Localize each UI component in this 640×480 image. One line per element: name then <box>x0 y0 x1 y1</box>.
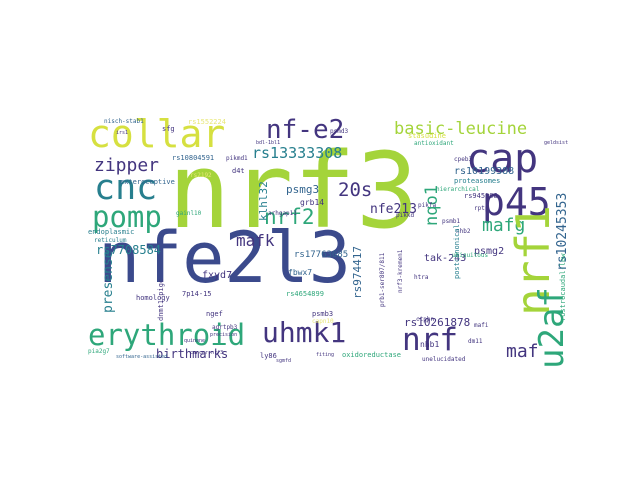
cloud-word: rs17763685 <box>294 250 349 260</box>
cloud-word: 20s <box>338 179 373 201</box>
cloud-word: unelucidated <box>422 356 466 363</box>
cloud-word: pikmd1 <box>226 155 248 162</box>
cloud-word: nfe2l3 <box>98 217 351 299</box>
cloud-word: sgmfd <box>276 358 292 364</box>
cloud-word: precision <box>210 332 238 338</box>
cloud-word: prb1-ser807/811 <box>379 252 386 307</box>
cloud-word: grb14 <box>300 198 325 207</box>
cloud-word: rs10199388 <box>454 166 515 177</box>
cloud-word: tak-243 <box>424 253 467 264</box>
cloud-word: capn10 <box>312 318 334 325</box>
cloud-word: ctpbn <box>416 316 435 323</box>
cloud-word: fiting <box>316 352 335 358</box>
cloud-word: rs13333308 <box>252 144 343 162</box>
cloud-word: rs2192 <box>190 172 212 179</box>
cloud-word: fxyd7 <box>202 270 233 281</box>
cloud-word: rs4654899 <box>286 290 324 298</box>
cloud-word: irs1 <box>116 130 129 136</box>
cloud-word: endoplasmic <box>88 228 135 236</box>
cloud-word: rs974417 <box>351 246 364 299</box>
cloud-word: nhb1 <box>420 340 440 349</box>
cloud-word: bdl-1bl1 <box>256 140 281 146</box>
cloud-word: hierarchical <box>436 186 480 193</box>
cloud-word: basic-leucine <box>394 119 528 139</box>
cloud-word: zipper <box>94 155 160 176</box>
cloud-word: 7p14-15 <box>182 290 212 298</box>
cloud-word: nf-e2 <box>266 115 345 145</box>
cloud-word: nrf3-kremen1 <box>397 249 404 293</box>
cloud-word: ngef <box>206 310 223 318</box>
cloud-word: oxidoreductase <box>342 351 402 359</box>
cloud-word: mafk <box>236 231 275 250</box>
cloud-word: homology <box>136 294 170 302</box>
cloud-word: nhb2 <box>456 228 471 235</box>
cloud-word: psmb3 <box>312 310 334 318</box>
cloud-word: gainl10 <box>176 210 202 217</box>
cloud-word: htra <box>414 274 429 281</box>
cloud-word: exteroceptive <box>120 178 175 186</box>
cloud-word: uhmk1 <box>262 316 347 349</box>
cloud-word: antioxidant <box>414 140 454 147</box>
cloud-word: cap <box>466 136 539 182</box>
cloud-word: dnmt1-pigc <box>157 278 165 321</box>
cloud-word: software-assisted <box>116 354 168 360</box>
cloud-word: rs7708584 <box>96 243 162 257</box>
cloud-word: nfe213 <box>370 202 417 217</box>
cloud-word: arhgap11 <box>268 210 297 217</box>
cloud-word: pikkd <box>396 212 415 219</box>
cloud-word: rs1552224 <box>188 118 226 126</box>
cloud-word: psmg2 <box>474 246 505 257</box>
cloud-word: mafi <box>474 322 489 329</box>
cloud-word: sfg <box>162 125 175 133</box>
cloud-word: proteasomes <box>454 177 501 185</box>
cloud-word: quinone <box>184 338 206 344</box>
cloud-word: rptp <box>474 205 489 212</box>
cloud-word: ubiquitous <box>452 252 489 259</box>
cloud-word: psmb1 <box>442 218 461 225</box>
cloud-word: nrf3 <box>168 130 419 252</box>
cloud-word: pomp <box>92 200 162 234</box>
word-cloud: nfe2l3 nrf3 collar cnc pomp nf-e2 cap p45 basic-… <box>80 111 570 373</box>
cloud-word: nisch-stab1 <box>104 118 144 125</box>
cloud-word: presense <box>101 250 116 313</box>
cloud-word: geldsist <box>544 140 569 146</box>
cloud-word: ly86 <box>260 352 277 360</box>
cloud-word: pia2g7 <box>88 348 110 355</box>
cloud-word: rs10261878 <box>404 316 471 329</box>
cloud-word: psmg3 <box>286 183 320 196</box>
cloud-word: pikfa <box>418 202 437 209</box>
cloud-word: birthmarks <box>156 347 229 361</box>
cloud-word: rostrocaudal-low <box>559 253 567 321</box>
cloud-word: erythroid <box>88 318 246 352</box>
cloud-word: agrtpb3 <box>212 324 238 331</box>
cloud-word: nrf <box>402 322 458 358</box>
cloud-word: cnc <box>94 168 158 208</box>
cloud-word: psmd3 <box>330 128 349 135</box>
cloud-word: mafg <box>482 215 526 236</box>
cloud-word: collar <box>88 112 226 156</box>
cloud-word: reticulum <box>94 237 127 244</box>
cloud-word: fbwx7 <box>288 268 313 277</box>
cloud-word: p45 <box>482 180 551 224</box>
cloud-word: rs10804591 <box>172 154 215 162</box>
cloud-word: rs945508 <box>464 192 498 200</box>
cloud-word: maf <box>506 341 539 362</box>
cloud-word: d4t <box>232 167 245 175</box>
cloud-word: cpeb3 <box>454 156 473 163</box>
cloud-word: stasudine <box>408 132 446 140</box>
cloud-word: dm11 <box>468 338 483 345</box>
cloud-word: cancer-nrf3 <box>190 350 224 356</box>
cloud-word: nrf2 <box>264 205 315 229</box>
